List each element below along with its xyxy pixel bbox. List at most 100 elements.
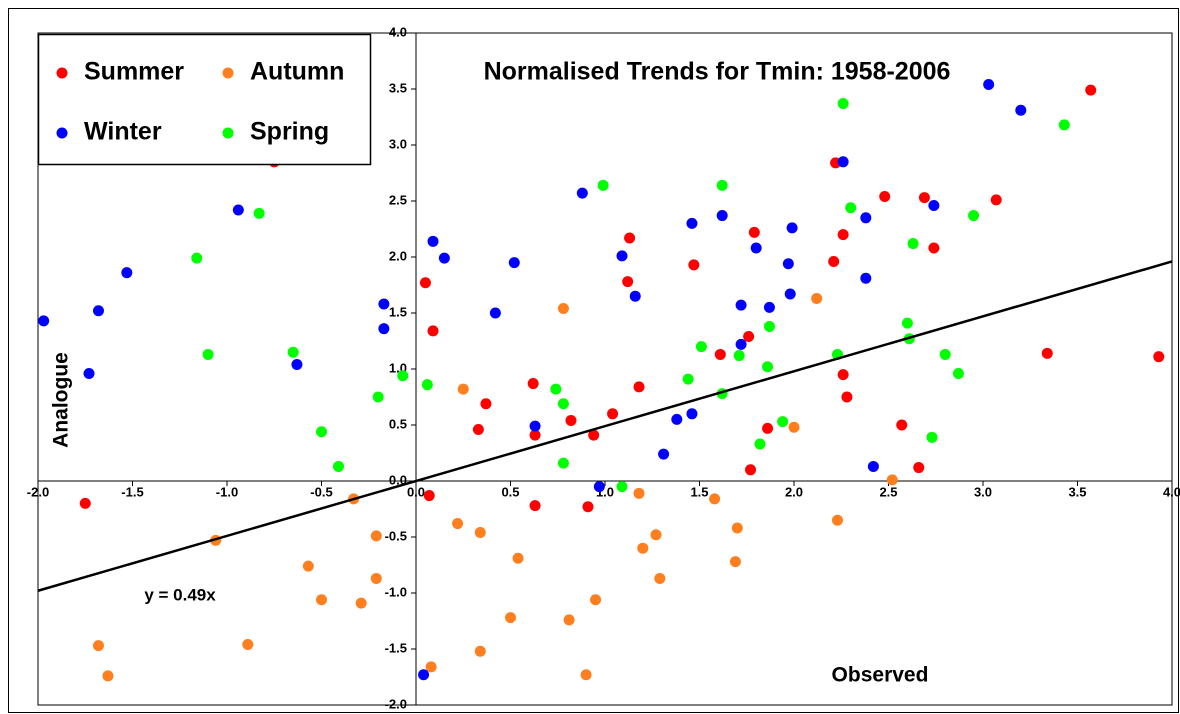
scatter-point — [860, 212, 872, 224]
scatter-point — [529, 420, 541, 432]
y-tick-label: -1.0 — [385, 584, 407, 599]
scatter-point — [38, 315, 50, 327]
scatter-point — [582, 501, 594, 513]
scatter-point — [928, 199, 940, 211]
scatter-point — [202, 348, 214, 360]
scatter-point — [1153, 351, 1165, 363]
legend: Summer Autumn Winter Spring — [37, 33, 372, 166]
scatter-point — [92, 305, 104, 317]
scatter-point — [232, 204, 244, 216]
legend-marker — [222, 67, 234, 79]
scatter-point — [370, 572, 382, 584]
scatter-point — [427, 235, 439, 247]
scatter-point — [733, 350, 745, 362]
scatter-point — [102, 670, 114, 682]
scatter-point — [79, 497, 91, 509]
scatter-point — [378, 298, 390, 310]
legend-label: Winter — [84, 118, 162, 146]
scatter-point — [597, 179, 609, 191]
chart-title: Normalised Trends for Tmin: 1958-2006 — [484, 58, 951, 86]
scatter-point — [472, 423, 484, 435]
plot-layer: -2.0 -1.5 -1.0 -0.5 0.0 0.5 1.0 1.5 2.0 2.5 3.0 3.5… — [27, 24, 1180, 711]
y-axis-label: Analogue — [50, 352, 73, 448]
scatter-point — [616, 481, 628, 493]
scatter-point — [841, 391, 853, 403]
scatter-point — [629, 290, 641, 302]
scatter-point — [557, 398, 569, 410]
scatter-point — [372, 391, 384, 403]
scatter-point — [191, 252, 203, 264]
legend-label: Summer — [84, 58, 184, 86]
scatter-point — [762, 361, 774, 373]
scatter-point — [654, 572, 666, 584]
scatter-point — [990, 194, 1002, 206]
scatter-point — [682, 373, 694, 385]
scatter-point — [784, 288, 796, 300]
scatter-point — [731, 522, 743, 534]
scatter-point — [750, 242, 762, 254]
y-tick-label: 1.5 — [389, 304, 407, 319]
legend-label: Spring — [250, 118, 329, 146]
scatter-point — [633, 381, 645, 393]
y-tick-label: 2.0 — [389, 248, 407, 263]
scatter-point — [831, 514, 843, 526]
scatter-point — [580, 669, 592, 681]
scatter-point — [952, 367, 964, 379]
scatter-point — [845, 202, 857, 214]
scatter-point — [593, 481, 605, 493]
scatter-point — [837, 156, 849, 168]
scatter-point — [729, 556, 741, 568]
scatter-point — [716, 179, 728, 191]
x-tick-label: 2.0 — [785, 484, 803, 499]
scatter-point — [427, 325, 439, 337]
x-tick-label: -0.5 — [310, 484, 332, 499]
scatter-point — [837, 369, 849, 381]
scatter-point — [714, 348, 726, 360]
scatter-point — [754, 438, 766, 450]
scatter-point — [671, 413, 683, 425]
scatter-point — [607, 408, 619, 420]
y-tick-label: -0.5 — [385, 528, 407, 543]
scatter-point — [939, 348, 951, 360]
scatter-point — [452, 518, 464, 530]
scatter-point — [782, 258, 794, 270]
scatter-point — [529, 429, 541, 441]
scatter-point — [983, 79, 995, 91]
x-tick-label: 4.0 — [1163, 484, 1180, 499]
scatter-point — [242, 639, 254, 651]
scatter-point — [777, 416, 789, 428]
scatter-point — [287, 346, 299, 358]
scatter-point — [1058, 119, 1070, 131]
scatter-point — [918, 192, 930, 204]
legend-marker — [56, 127, 68, 139]
scatter-point — [913, 462, 925, 474]
scatter-point — [879, 191, 891, 203]
scatter-point — [1041, 347, 1053, 359]
trendline — [37, 260, 1173, 592]
scatter-point — [743, 331, 755, 343]
x-tick-label: -2.0 — [27, 484, 49, 499]
scatter-point — [686, 217, 698, 229]
scatter-point — [421, 379, 433, 391]
x-axis-label: Observed — [832, 664, 929, 687]
scatter-point — [616, 250, 628, 262]
scatter-point — [788, 421, 800, 433]
scatter-point — [302, 560, 314, 572]
scatter-point — [828, 255, 840, 267]
scatter-point — [474, 527, 486, 539]
scatter-point — [423, 490, 435, 502]
scatter-point — [425, 661, 437, 673]
scatter-point — [378, 323, 390, 335]
scatter-point — [527, 378, 539, 390]
x-tick-label: 2.5 — [879, 484, 897, 499]
scatter-point — [508, 257, 520, 269]
scatter-point — [837, 229, 849, 241]
scatter-point — [565, 415, 577, 427]
scatter-point — [968, 210, 980, 222]
x-tick-label: 3.0 — [974, 484, 992, 499]
scatter-point — [637, 542, 649, 554]
y-tick-label: 4.0 — [389, 24, 407, 39]
y-tick-label: -2.0 — [385, 696, 407, 711]
